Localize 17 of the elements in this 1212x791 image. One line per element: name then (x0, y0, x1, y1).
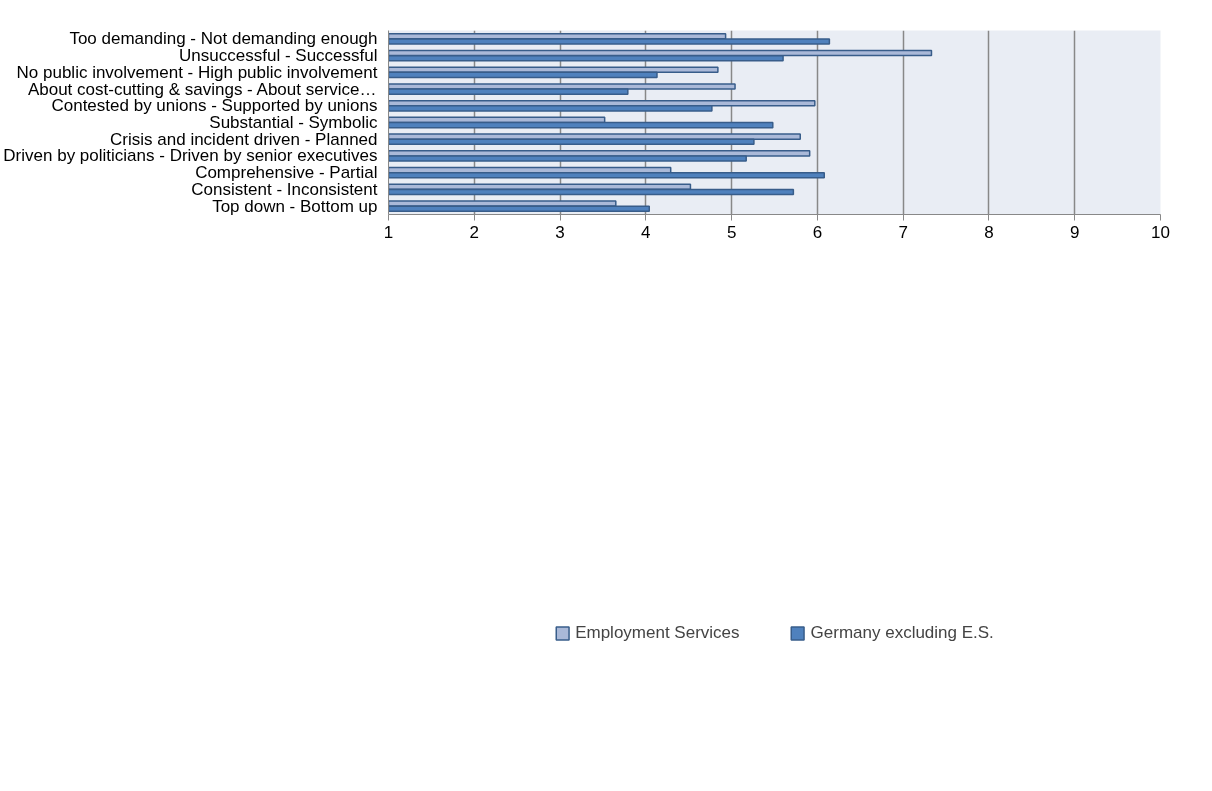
x-tick-label: 8 (984, 222, 994, 242)
x-tick-label: 9 (1069, 222, 1080, 242)
y-tick-label: Top down - Bottom up (212, 196, 378, 216)
x-tick-label: 6 (812, 222, 823, 242)
y-tick-label: Driven by politicians - Driven by senior executives (3, 146, 378, 166)
x-tick-label: 3 (555, 222, 565, 242)
x-tick-label: 7 (898, 222, 908, 242)
y-tick-label: Substantial - Symbolic (209, 113, 378, 132)
x-tick-label: 4 (641, 222, 651, 242)
x-tick-label: 2 (469, 222, 480, 242)
legend-label: Employment Services (575, 622, 740, 643)
x-tick-label: 1 (383, 222, 394, 242)
legend-label: Germany excluding E.S. (810, 622, 994, 643)
y-tick-label: Too demanding - Not demanding enough (69, 29, 378, 49)
x-tick-label: 10 (1151, 222, 1170, 242)
x-tick-label: 5 (726, 222, 737, 242)
y-tick-label: Comprehensive - Partial (195, 163, 378, 183)
